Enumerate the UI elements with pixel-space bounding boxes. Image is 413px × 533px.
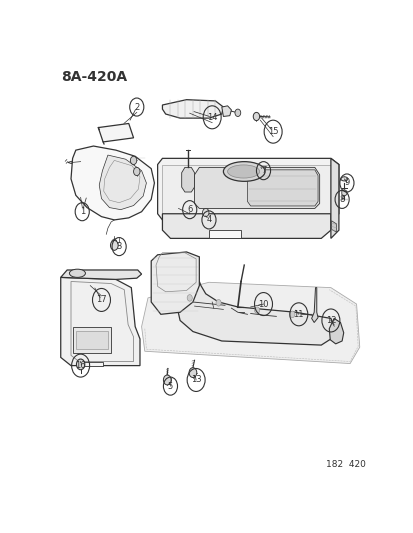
Polygon shape	[76, 330, 108, 349]
Polygon shape	[328, 318, 343, 344]
Polygon shape	[194, 167, 319, 208]
Circle shape	[235, 109, 240, 117]
Circle shape	[130, 156, 136, 165]
Polygon shape	[162, 100, 223, 118]
Circle shape	[216, 300, 221, 306]
Polygon shape	[79, 361, 103, 366]
Polygon shape	[71, 146, 154, 220]
Circle shape	[163, 375, 171, 385]
Text: 7: 7	[260, 166, 266, 175]
Polygon shape	[151, 252, 199, 314]
Polygon shape	[61, 270, 141, 279]
Polygon shape	[247, 170, 317, 206]
Text: 14: 14	[206, 113, 217, 122]
Text: 182  420: 182 420	[325, 461, 365, 470]
Polygon shape	[99, 155, 146, 209]
Text: 8: 8	[339, 195, 344, 204]
Polygon shape	[61, 277, 140, 366]
Text: 15: 15	[267, 127, 278, 136]
Polygon shape	[141, 282, 359, 364]
Polygon shape	[68, 161, 72, 164]
Circle shape	[133, 167, 140, 175]
Text: 10: 10	[258, 300, 268, 309]
Text: 11: 11	[293, 310, 303, 319]
Text: 8A-420A: 8A-420A	[61, 70, 127, 84]
Text: 1: 1	[79, 207, 85, 216]
Polygon shape	[331, 221, 336, 232]
Circle shape	[253, 112, 259, 120]
Polygon shape	[72, 327, 111, 353]
Ellipse shape	[340, 177, 347, 181]
Polygon shape	[311, 288, 317, 322]
Polygon shape	[176, 281, 333, 345]
Polygon shape	[181, 167, 194, 192]
Circle shape	[189, 368, 196, 377]
Polygon shape	[98, 124, 133, 142]
Polygon shape	[162, 214, 330, 238]
Circle shape	[254, 307, 259, 313]
Polygon shape	[221, 106, 231, 117]
Circle shape	[76, 359, 85, 370]
Text: 12: 12	[325, 316, 335, 325]
Polygon shape	[157, 158, 338, 220]
Ellipse shape	[69, 269, 85, 277]
Polygon shape	[209, 230, 240, 238]
Text: 16: 16	[75, 361, 86, 370]
Circle shape	[202, 208, 209, 216]
Text: 6: 6	[187, 205, 192, 214]
Text: 9: 9	[344, 179, 349, 188]
Polygon shape	[330, 158, 338, 238]
Polygon shape	[112, 239, 116, 245]
Text: 17: 17	[96, 295, 107, 304]
Circle shape	[110, 240, 118, 251]
Circle shape	[289, 311, 294, 318]
Text: 3: 3	[116, 242, 121, 251]
Polygon shape	[341, 190, 346, 196]
Ellipse shape	[223, 161, 264, 181]
Ellipse shape	[227, 165, 259, 178]
Polygon shape	[162, 165, 330, 214]
Text: 5: 5	[167, 382, 173, 391]
Text: 13: 13	[190, 375, 201, 384]
Circle shape	[187, 295, 192, 301]
Text: 4: 4	[206, 215, 211, 224]
Text: 2: 2	[134, 102, 139, 111]
